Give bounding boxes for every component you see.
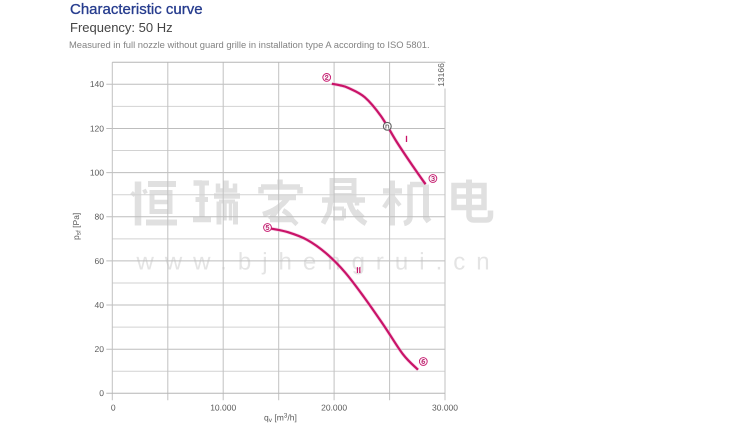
svg-text:120: 120 — [90, 123, 104, 133]
svg-text:I: I — [405, 134, 408, 144]
svg-text:II: II — [356, 265, 361, 275]
svg-text:140: 140 — [90, 79, 104, 89]
svg-text:20: 20 — [95, 344, 105, 354]
svg-text:30.000: 30.000 — [432, 403, 458, 413]
svg-text:10.000: 10.000 — [210, 403, 236, 413]
svg-text:qv [m3/h]: qv [m3/h] — [264, 413, 297, 425]
svg-text:www.bjhengrui.cn: www.bjhengrui.cn — [136, 249, 501, 276]
svg-text:0: 0 — [111, 403, 116, 413]
svg-text:20.000: 20.000 — [321, 403, 347, 413]
svg-text:100: 100 — [90, 168, 104, 178]
svg-text:psf [Pa]: psf [Pa] — [71, 213, 83, 240]
svg-text:13166: 13166 — [436, 63, 446, 87]
svg-text:80: 80 — [95, 212, 105, 222]
svg-text:0: 0 — [99, 388, 104, 398]
svg-text:60: 60 — [95, 256, 105, 266]
svg-text:40: 40 — [95, 300, 105, 310]
